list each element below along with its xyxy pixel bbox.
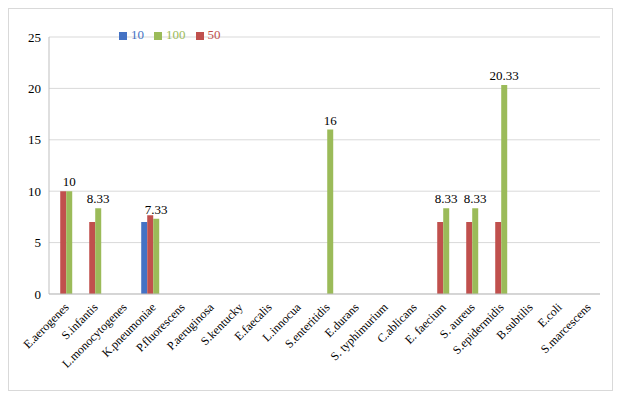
svg-text:7.33: 7.33: [145, 202, 168, 217]
svg-text:E.faecalis: E.faecalis: [231, 300, 275, 344]
html-text:100: 100: [166, 27, 186, 42]
svg-text:E.durans: E.durans: [321, 300, 362, 341]
svg-text:0: 0: [35, 287, 42, 302]
svg-text:P.aeruginosa: P.aeruginosa: [164, 300, 217, 353]
svg-text:10: 10: [28, 184, 41, 199]
svg-text:20: 20: [28, 81, 41, 96]
svg-text:16: 16: [324, 113, 338, 128]
svg-text:P.fluorescens: P.fluorescens: [133, 300, 188, 355]
svg-text:E. faecium: E. faecium: [402, 300, 449, 347]
svg-text:S.infantis: S.infantis: [58, 300, 101, 343]
svg-text:S. aureus: S. aureus: [436, 300, 478, 342]
svg-text:10: 10: [63, 174, 76, 189]
svg-text:S. typhimurium: S. typhimurium: [327, 300, 391, 364]
svg-text:C.ablicans: C.ablicans: [374, 300, 420, 346]
svg-text:S.marcescens: S.marcescens: [538, 300, 594, 356]
svg-text:B.subtilis: B.subtilis: [493, 300, 535, 342]
svg-text:20.33: 20.33: [490, 68, 519, 83]
svg-text:K.pneumoniae: K.pneumoniae: [99, 300, 159, 360]
svg-text:E.coli: E.coli: [534, 300, 565, 331]
svg-text:E.aerogenes: E.aerogenes: [20, 300, 72, 352]
svg-text:15: 15: [28, 132, 41, 147]
svg-text:L.monocytogenes: L.monocytogenes: [59, 300, 130, 371]
svg-text:S.kentucky: S.kentucky: [197, 300, 246, 349]
svg-text:S.enteritidis: S.enteritidis: [282, 300, 333, 351]
svg-text:8.33: 8.33: [464, 191, 487, 206]
svg-text:5: 5: [35, 235, 42, 250]
svg-text:S.epidermidis: S.epidermidis: [449, 300, 507, 357]
svg-text:L.innocua: L.innocua: [259, 300, 304, 345]
svg-text:25: 25: [28, 30, 41, 45]
html-text:10: 10: [131, 27, 144, 42]
svg-text:8.33: 8.33: [87, 191, 110, 206]
html-text:50: 50: [207, 27, 221, 42]
svg-text:8.33: 8.33: [435, 191, 458, 206]
